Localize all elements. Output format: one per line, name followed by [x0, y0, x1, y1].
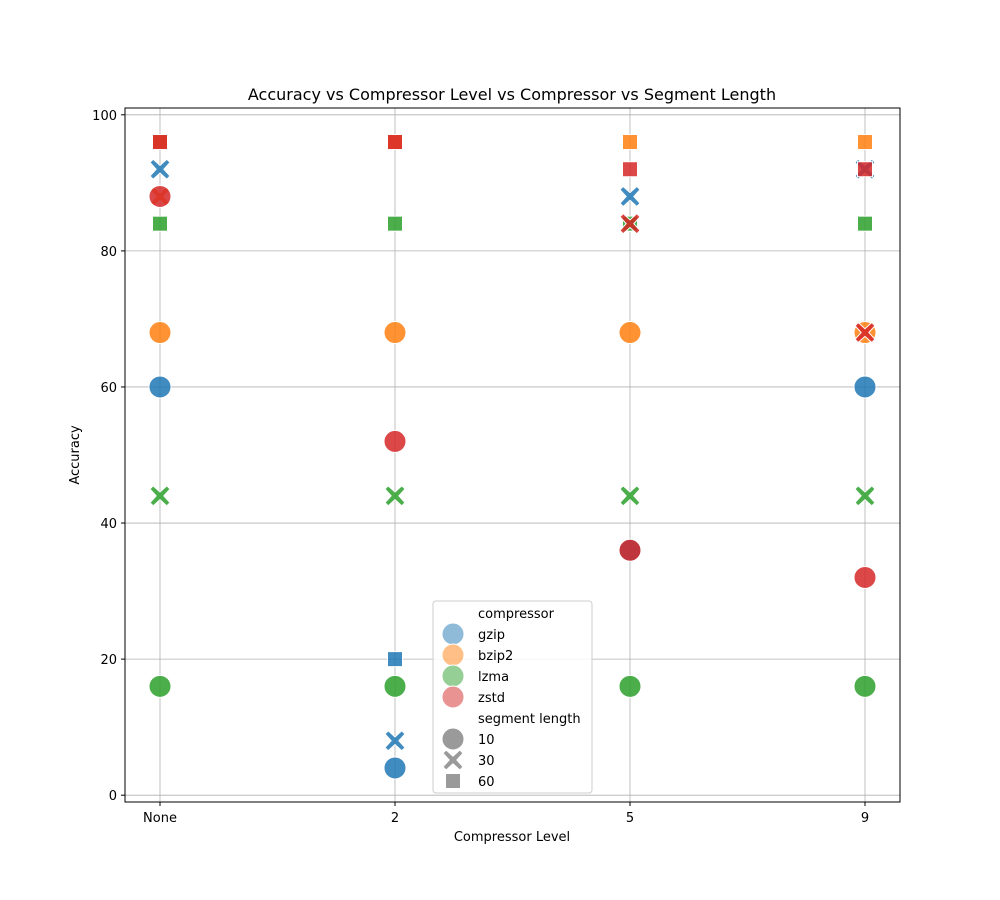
x-axis-title: Compressor Level: [454, 830, 570, 845]
chart-title: Accuracy vs Compressor Level vs Compress…: [248, 85, 776, 104]
data-point-zstd-60-level-none: [152, 134, 168, 151]
legend-label-bzip2: bzip2: [478, 649, 513, 664]
data-point-zstd-60-level-9: [857, 161, 873, 178]
legend-label-zstd: zstd: [478, 691, 505, 706]
data-point-bzip2-10-level-2: [383, 321, 407, 345]
y-tick-label: 80: [100, 245, 117, 260]
y-tick-label: 20: [100, 653, 117, 668]
legend-label-lzma: lzma: [478, 670, 509, 685]
y-tick-label: 60: [100, 381, 117, 396]
axes: 0 20 40 60 80 100 None 2 5 9: [92, 109, 869, 826]
data-point-lzma-30-level-5: [619, 485, 641, 507]
data-point-zstd-10-level-5: [618, 538, 642, 562]
data-point-lzma-10-level-none: [148, 674, 172, 698]
legend-label-gzip: gzip: [478, 628, 505, 643]
data-point-lzma-60-level-9: [857, 215, 873, 232]
data-point-bzip2-10-level-none: [148, 321, 172, 345]
legend-label-segment-10: 10: [478, 733, 495, 748]
data-point-zstd-10-level-2: [383, 429, 407, 453]
x-tick-label: 2: [391, 811, 399, 826]
legend-marker-segment-60: [445, 773, 461, 789]
data-point-gzip-30-level-5: [619, 185, 641, 208]
data-point-lzma-10-level-5: [618, 674, 642, 698]
legend-marker-zstd: [441, 685, 465, 709]
x-tick-label: None: [143, 811, 177, 826]
y-tick-label: 0: [109, 789, 117, 804]
legend-marker-bzip2: [441, 643, 465, 667]
plot-frame: [124, 107, 901, 803]
legend-hue-title: compressor: [478, 607, 555, 622]
y-axis-title: Accuracy: [68, 425, 83, 485]
data-point-bzip2-60-level-9: [857, 134, 873, 151]
data-point-bzip2-60-level-5: [622, 134, 638, 151]
data-point-zstd-10-level-none: [148, 184, 172, 208]
data-point-zstd-30-level-9: [854, 321, 876, 344]
legend-marker-gzip: [441, 622, 465, 646]
legend-style-title: segment length: [478, 712, 581, 727]
data-point-lzma-60-level-none: [152, 215, 168, 232]
legend-marker-lzma: [441, 664, 465, 688]
data-point-lzma-30-level-9: [854, 485, 876, 507]
data-point-gzip-10-level-2: [383, 756, 407, 780]
legend-label-segment-60: 60: [478, 775, 495, 790]
data-point-zstd-60-level-5: [622, 161, 638, 178]
data-point-gzip-30-level-2: [384, 730, 406, 752]
x-tick-label: 5: [626, 811, 634, 826]
legend-box: [432, 600, 593, 794]
data-point-zstd-30-level-5: [619, 212, 641, 235]
data-point-lzma-30-level-2: [384, 485, 406, 507]
data-point-lzma-30-level-none: [149, 485, 171, 507]
legend-label-segment-30: 30: [478, 754, 495, 769]
data-point-lzma-10-level-9: [853, 674, 877, 698]
x-tick-label: 9: [861, 811, 869, 826]
y-tick-label: 40: [100, 517, 117, 532]
legend-marker-segment-30: [442, 749, 464, 771]
y-tick-label: 100: [92, 109, 117, 124]
data-point-lzma-60-level-2: [387, 215, 403, 232]
data-point-bzip2-10-level-5: [618, 321, 642, 345]
data-point-gzip-10-level-9: [853, 375, 877, 399]
data-point-zstd-10-level-9: [853, 565, 877, 589]
data-points: [148, 134, 877, 780]
legend-marker-segment-10: [441, 727, 465, 751]
data-point-zstd-60-level-2: [387, 134, 403, 151]
data-point-gzip-10-level-none: [148, 375, 172, 399]
data-point-lzma-10-level-2: [383, 674, 407, 698]
data-point-gzip-30-level-none: [149, 158, 171, 180]
data-point-gzip-60-level-2: [387, 651, 403, 668]
legend: compressor gzip bzip2 lzma zstd segment lengt…: [432, 600, 593, 794]
